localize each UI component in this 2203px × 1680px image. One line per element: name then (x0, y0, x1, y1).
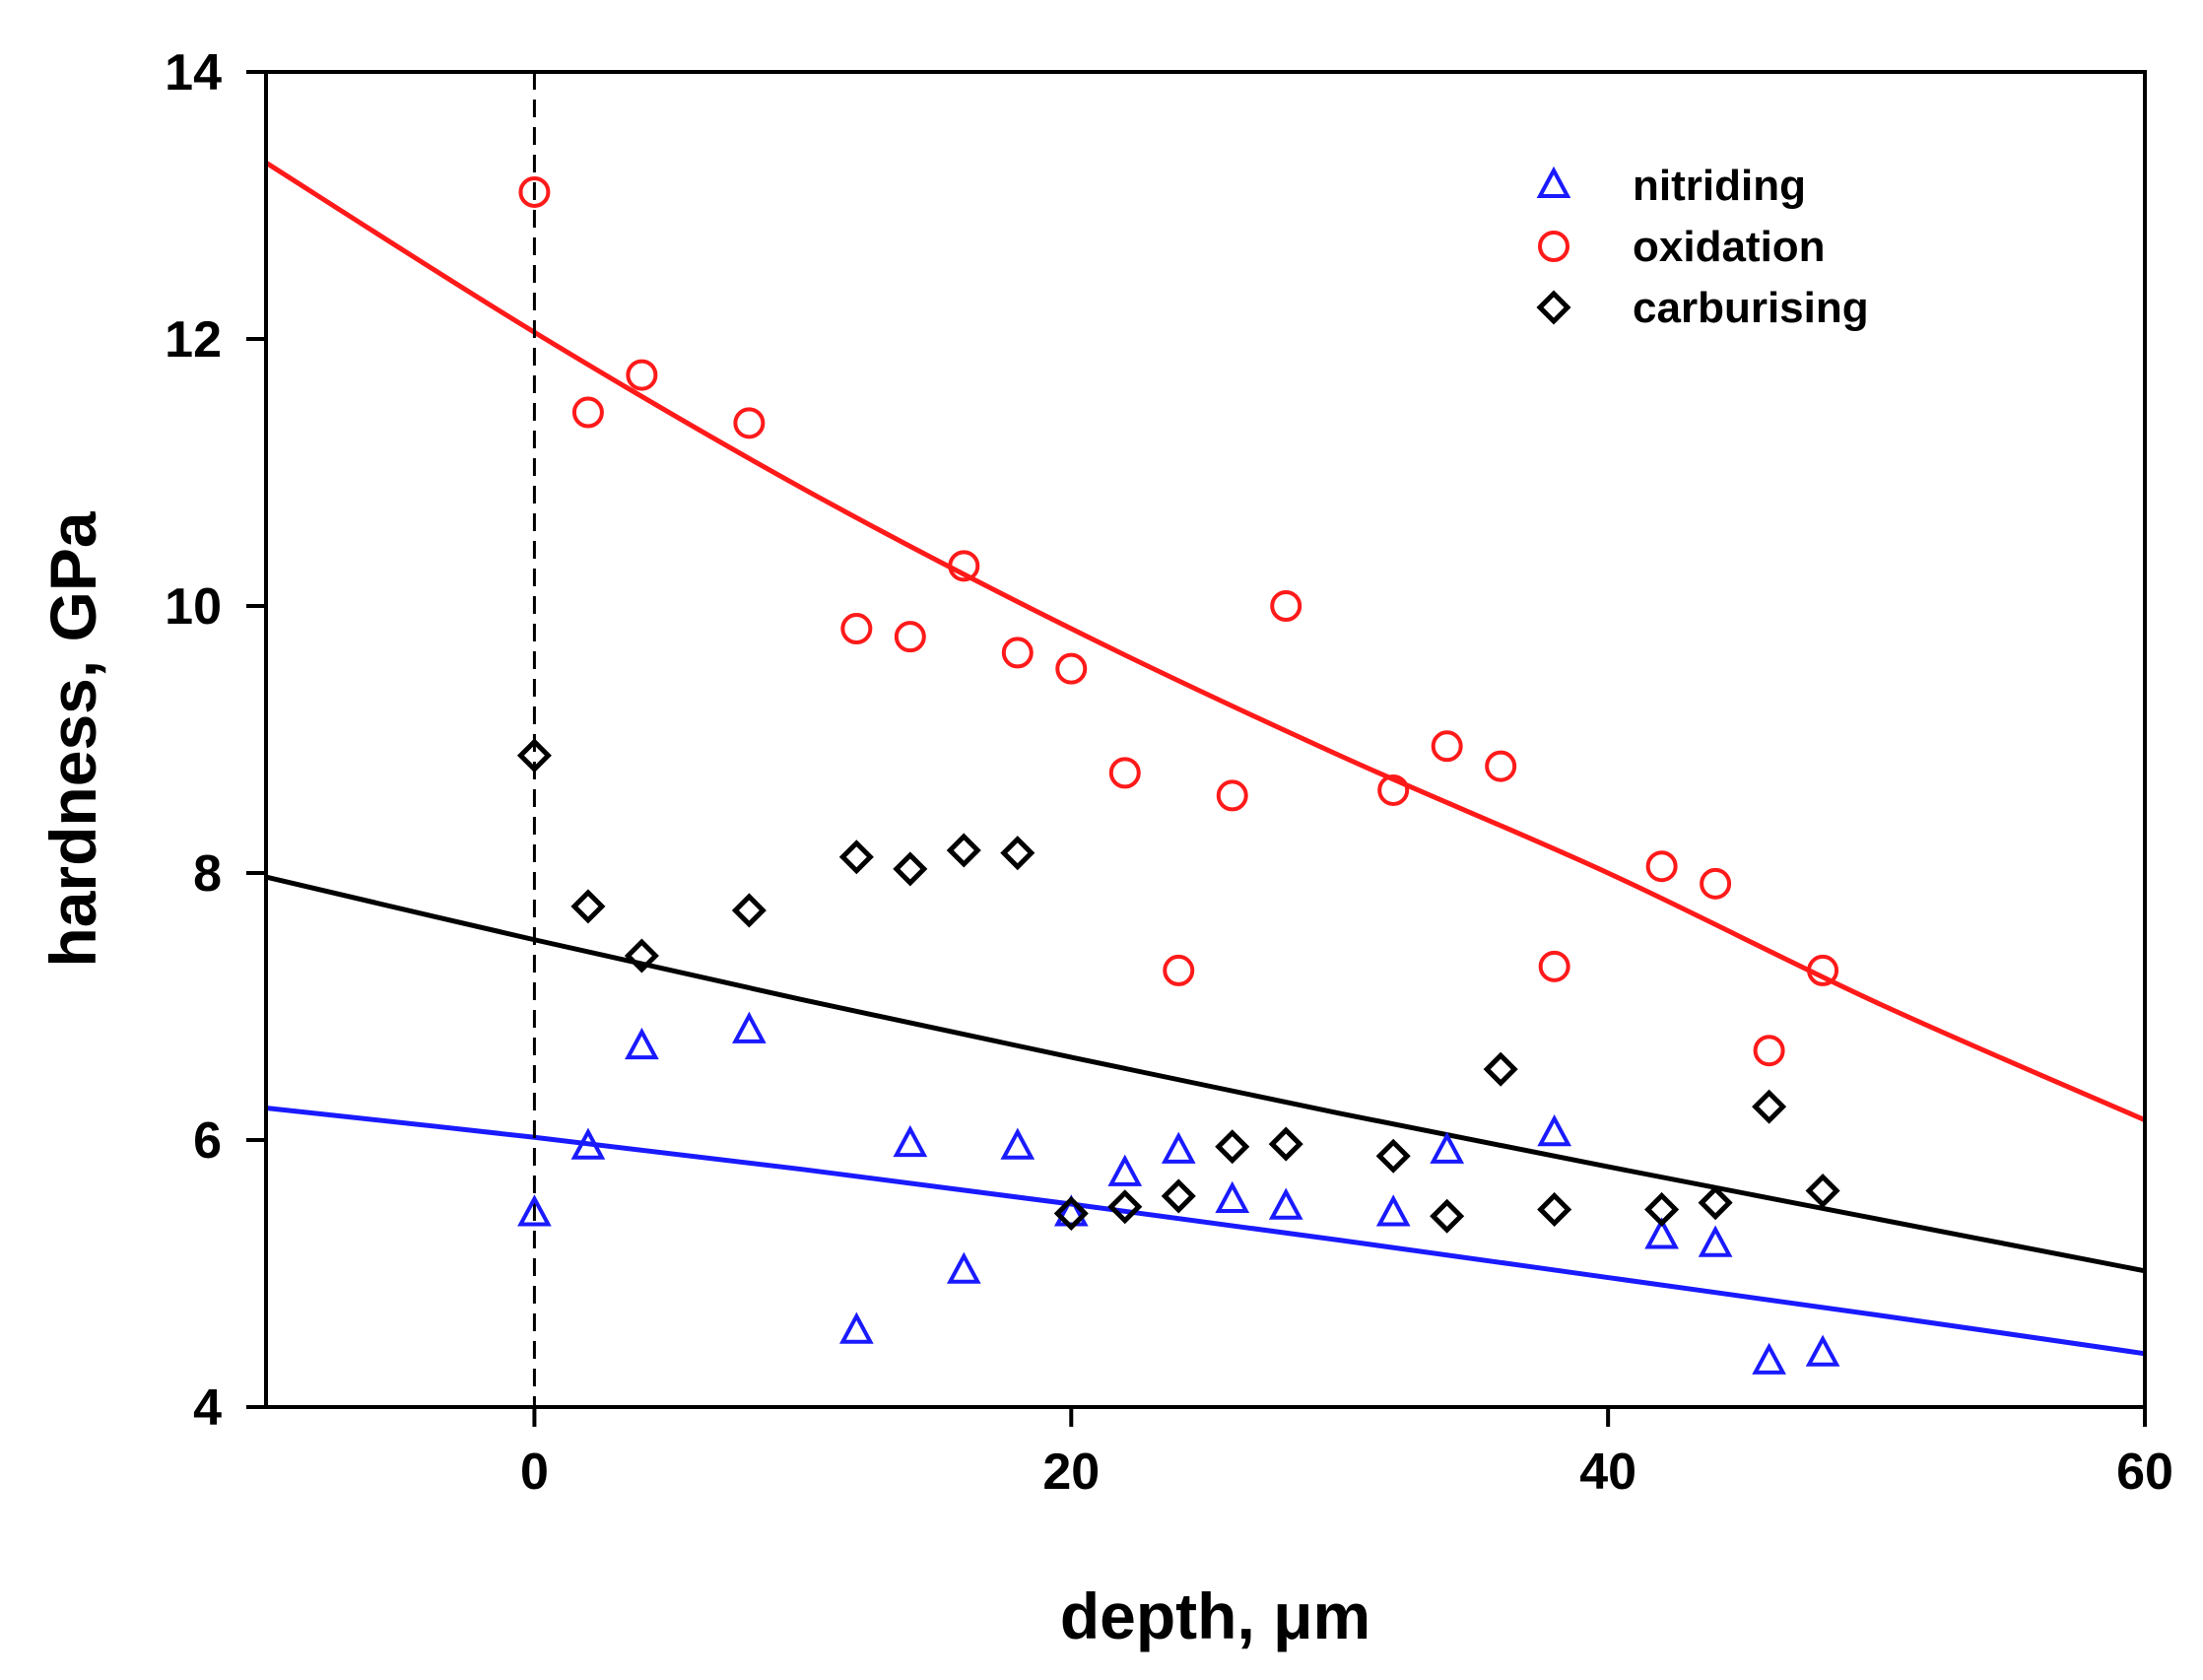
series-oxidation (518, 175, 1839, 1067)
fit-line-oxidation (264, 161, 2147, 1122)
point-oxidation (626, 359, 658, 391)
fit-lines (264, 161, 2147, 1357)
x-tick-label: 40 (1579, 1444, 1636, 1501)
x-tick-label: 0 (520, 1444, 549, 1501)
y-axis-title: hardness, GPa (36, 510, 109, 967)
y-tick-label: 4 (193, 1379, 222, 1437)
point-carburising (1644, 1191, 1680, 1227)
point-carburising (731, 893, 767, 928)
point-carburising (624, 938, 659, 974)
point-oxidation (1270, 590, 1302, 622)
point-carburising (893, 851, 928, 887)
point-oxidation (1377, 773, 1410, 806)
point-carburising (1000, 836, 1035, 871)
point-carburising (1268, 1126, 1303, 1162)
point-oxidation (571, 396, 604, 429)
fit-line-carburising (265, 874, 2146, 1274)
point-nitriding (1107, 1154, 1143, 1186)
point-nitriding (517, 1194, 552, 1227)
point-nitriding (1537, 1114, 1572, 1147)
point-nitriding (1215, 1180, 1250, 1213)
point-oxidation (1753, 1035, 1785, 1067)
data-points (516, 175, 1840, 1375)
y-tick-label: 8 (193, 845, 222, 903)
point-oxidation (1216, 779, 1248, 812)
point-oxidation (1108, 757, 1141, 789)
point-nitriding (625, 1027, 659, 1060)
point-oxidation (518, 175, 551, 208)
point-nitriding (1375, 1194, 1411, 1227)
point-oxidation (1055, 652, 1088, 685)
point-carburising (516, 738, 552, 773)
point-oxidation (1538, 950, 1570, 982)
point-oxidation (733, 407, 766, 439)
x-tick-label: 20 (1042, 1444, 1100, 1501)
series-nitriding (517, 1011, 1840, 1375)
point-carburising (1053, 1195, 1089, 1232)
point-nitriding (1161, 1131, 1196, 1164)
point-oxidation (894, 621, 926, 653)
point-oxidation (1001, 637, 1034, 669)
point-nitriding (946, 1251, 981, 1284)
legend: nitriding oxidation carburising (1536, 162, 1869, 332)
point-oxidation (1807, 954, 1839, 986)
legend-marker-nitriding (1536, 166, 1571, 198)
point-nitriding (1644, 1217, 1679, 1249)
point-nitriding (1430, 1131, 1465, 1164)
y-tick-label: 14 (165, 44, 222, 101)
legend-label-oxidation: oxidation (1633, 223, 1826, 271)
y-tick-label: 12 (165, 311, 222, 369)
point-carburising (1161, 1178, 1196, 1214)
legend-marker-carburising (1536, 290, 1571, 325)
point-carburising (570, 889, 606, 924)
point-carburising (1107, 1189, 1143, 1225)
point-carburising (1537, 1191, 1572, 1227)
point-oxidation (1431, 730, 1463, 763)
point-nitriding (732, 1011, 767, 1043)
point-nitriding (1805, 1334, 1840, 1367)
x-axis-title: depth, μm (1060, 1579, 1370, 1652)
point-carburising (1698, 1185, 1733, 1221)
series-carburising (516, 738, 1840, 1234)
point-carburising (946, 833, 981, 868)
point-nitriding (893, 1124, 928, 1158)
axes: 0 20 40 60 4 6 8 10 12 14 depth, μm hardness, GPa (36, 44, 2173, 1652)
point-nitriding (1752, 1342, 1786, 1375)
point-carburising (838, 840, 874, 875)
point-oxidation (948, 550, 980, 582)
point-carburising (1752, 1089, 1787, 1124)
x-tick-label: 60 (2116, 1444, 2173, 1501)
point-oxidation (1163, 954, 1195, 986)
point-oxidation (840, 613, 873, 645)
point-carburising (1375, 1138, 1411, 1174)
legend-marker-oxidation (1538, 231, 1569, 262)
legend-label-carburising: carburising (1633, 284, 1869, 332)
point-nitriding (570, 1127, 606, 1160)
point-carburising (1483, 1051, 1518, 1087)
point-nitriding (1698, 1225, 1733, 1257)
legend-label-nitriding: nitriding (1633, 162, 1806, 210)
point-carburising (1215, 1129, 1250, 1165)
plot-frame (264, 70, 2147, 1409)
y-tick-label: 6 (193, 1112, 222, 1170)
fit-line-nitriding (265, 1105, 2146, 1357)
point-nitriding (1000, 1127, 1035, 1160)
y-tick-label: 10 (165, 578, 222, 636)
point-oxidation (1700, 867, 1732, 900)
point-nitriding (838, 1311, 874, 1344)
point-nitriding (1268, 1187, 1303, 1220)
point-carburising (1430, 1198, 1465, 1234)
point-carburising (1805, 1173, 1840, 1209)
point-oxidation (1485, 750, 1517, 782)
point-oxidation (1645, 850, 1678, 883)
